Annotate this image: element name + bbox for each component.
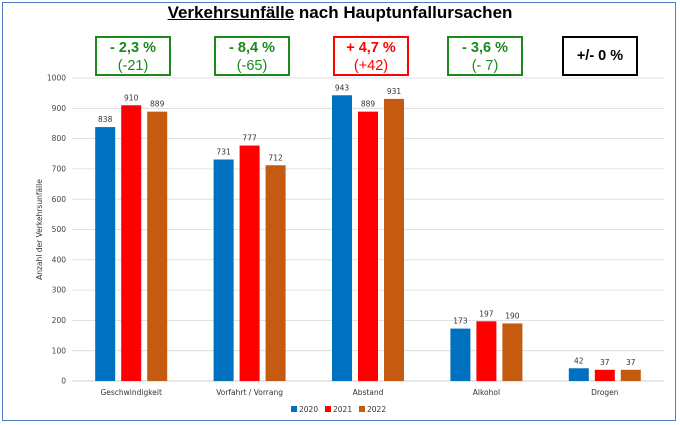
data-label: 889 xyxy=(150,100,165,109)
legend-label: 2021 xyxy=(333,405,352,414)
y-tick-label: 400 xyxy=(52,255,67,264)
y-tick-label: 0 xyxy=(61,377,66,386)
x-category-label: Vorfahrt / Vorrang xyxy=(216,388,283,397)
y-tick-label: 700 xyxy=(52,165,67,174)
legend-swatch-2022 xyxy=(359,406,365,412)
data-label: 910 xyxy=(124,93,139,102)
bar-2020 xyxy=(213,159,234,381)
bar-2022 xyxy=(502,323,523,381)
change-box-drogen: +/- 0 % xyxy=(562,36,638,76)
x-category-label: Drogen xyxy=(591,388,619,397)
bar-2022 xyxy=(620,369,641,381)
data-label: 931 xyxy=(387,87,402,96)
data-label: 943 xyxy=(335,83,350,92)
data-label: 777 xyxy=(242,134,257,143)
bar-2021 xyxy=(121,105,142,382)
data-label: 190 xyxy=(505,311,520,320)
bar-2021 xyxy=(476,321,497,381)
bar-2020 xyxy=(95,127,116,381)
change-box-vorfahrt: - 8,4 % (-65) xyxy=(214,36,290,76)
change-absolute: (- 7) xyxy=(471,58,499,74)
data-label: 42 xyxy=(574,356,584,365)
change-percent: + 4,7 % xyxy=(346,40,396,56)
change-box-abstand: + 4,7 % (+42) xyxy=(333,36,409,76)
data-label: 838 xyxy=(98,115,113,124)
y-tick-label: 300 xyxy=(52,286,67,295)
bar-2022 xyxy=(265,165,286,381)
legend-swatch-2021 xyxy=(325,406,331,412)
bar-2021 xyxy=(594,369,615,381)
bar-2021 xyxy=(358,111,378,382)
data-label: 197 xyxy=(479,309,494,318)
change-percent: - 2,3 % xyxy=(110,40,156,56)
y-axis-label: Anzahl der Verkehrsunfälle xyxy=(35,179,44,280)
y-tick-label: 1000 xyxy=(47,74,66,83)
y-tick-label: 600 xyxy=(52,195,67,204)
change-percent: - 8,4 % xyxy=(229,40,275,56)
y-tick-label: 800 xyxy=(52,134,67,143)
chart-title-rest: nach Hauptunfallursachen xyxy=(294,3,513,22)
bar-2020 xyxy=(450,328,471,381)
chart-title: Verkehrsunfälle nach Hauptunfallursachen xyxy=(0,3,680,23)
data-label: 37 xyxy=(600,358,610,367)
x-category-label: Geschwindigkeit xyxy=(100,388,162,397)
bar-2020 xyxy=(568,368,589,381)
y-tick-label: 200 xyxy=(52,316,67,325)
data-label: 731 xyxy=(216,148,231,157)
x-category-label: Alkohol xyxy=(473,388,500,397)
bar-2022 xyxy=(147,111,168,382)
data-label: 889 xyxy=(361,100,376,109)
data-label: 712 xyxy=(268,153,283,162)
change-absolute: (+42) xyxy=(353,58,389,74)
legend-swatch-2020 xyxy=(291,406,297,412)
bar-2020 xyxy=(332,95,352,382)
change-box-alkohol: - 3,6 % (- 7) xyxy=(447,36,523,76)
change-percent: - 3,6 % xyxy=(462,40,508,56)
bar-2021 xyxy=(239,145,260,381)
y-tick-label: 500 xyxy=(52,225,67,234)
change-percent: +/- 0 % xyxy=(576,48,624,64)
bar-2022 xyxy=(384,98,404,382)
x-category-label: Abstand xyxy=(353,388,384,397)
change-absolute: (-21) xyxy=(117,58,149,74)
chart-title-main: Verkehrsunfälle xyxy=(167,3,295,22)
legend-label: 2020 xyxy=(299,405,318,414)
data-label: 37 xyxy=(626,358,636,367)
y-tick-label: 100 xyxy=(52,346,67,355)
y-tick-label: 900 xyxy=(52,104,67,113)
change-box-geschwindigkeit: - 2,3 % (-21) xyxy=(95,36,171,76)
data-label: 173 xyxy=(453,317,468,326)
legend-label: 2022 xyxy=(367,405,386,414)
change-absolute: (-65) xyxy=(236,58,268,74)
